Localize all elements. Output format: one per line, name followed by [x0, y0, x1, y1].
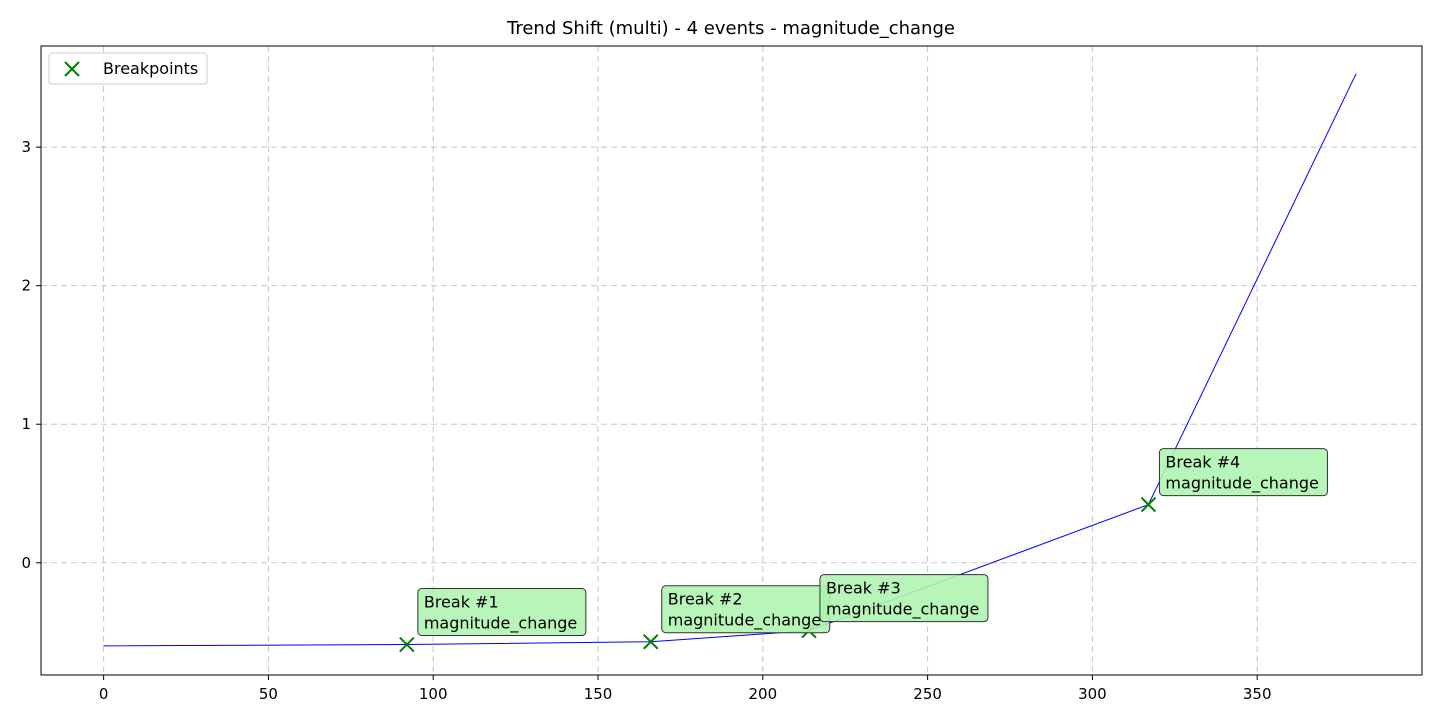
- marker-stroke: [64, 61, 80, 77]
- annotation-box: [417, 588, 587, 637]
- legend-label-breakpoints: Breakpoints: [103, 59, 198, 78]
- chart-title: Trend Shift (multi) - 4 events - magnitu…: [506, 18, 955, 39]
- annotation-label: magnitude_change: [826, 600, 979, 620]
- annotation-title: Break #3: [826, 579, 901, 598]
- annotation-label: magnitude_change: [668, 611, 821, 631]
- annotation-title: Break #2: [668, 590, 743, 609]
- x-tick-label: 50: [259, 685, 278, 703]
- annotation-title: Break #1: [424, 593, 499, 612]
- annotation-box: [819, 574, 989, 623]
- plot-area-frame: [40, 45, 1423, 676]
- x-axis: 0 50 100 150 200 250 300 350: [99, 675, 1272, 703]
- x-tick-label: 0: [99, 685, 109, 703]
- breakpoint-marker: [399, 636, 415, 653]
- x-tick-label: 200: [748, 685, 777, 703]
- x-tick-label: 350: [1243, 685, 1272, 703]
- legend-frame: [48, 52, 208, 85]
- x-tick-label: 250: [913, 685, 942, 703]
- legend: Breakpoints: [48, 52, 208, 85]
- annotation-title: Break #4: [1165, 453, 1240, 472]
- marker-stroke: [643, 634, 659, 650]
- x-tick-label: 100: [419, 685, 448, 703]
- marker-stroke: [399, 636, 415, 653]
- y-tick-label: 1: [21, 415, 31, 433]
- annotation-label: magnitude_change: [424, 614, 577, 634]
- grid: [41, 46, 1422, 675]
- y-axis: 0 1 2 3: [21, 138, 41, 572]
- x-tick-label: 150: [584, 685, 613, 703]
- breakpoint-annotation: Break #1 magnitude_change: [417, 588, 587, 637]
- breakpoint-marker: [643, 634, 659, 650]
- annotation-box: [1158, 448, 1328, 497]
- legend-marker-cross: [64, 61, 80, 77]
- breakpoint-annotation: Break #4 magnitude_change: [1158, 448, 1328, 497]
- y-tick-label: 2: [21, 277, 31, 295]
- annotation-label: magnitude_change: [1165, 474, 1318, 494]
- series-lines: [103, 73, 1357, 647]
- y-tick-label: 3: [21, 138, 31, 156]
- x-tick-label: 300: [1078, 685, 1107, 703]
- breakpoint-annotations: Break #1 magnitude_change Break #2 magnitud…: [417, 448, 1328, 637]
- breakpoint-marker: [1140, 496, 1157, 513]
- legend-marker-icon: [64, 61, 80, 77]
- breakpoint-annotation: Break #3 magnitude_change: [819, 574, 989, 623]
- breakpoint-annotation: Break #2 magnitude_change: [661, 585, 831, 634]
- marker-stroke: [1140, 496, 1157, 513]
- y-tick-label: 0: [21, 554, 31, 572]
- series-line: [103, 73, 1357, 647]
